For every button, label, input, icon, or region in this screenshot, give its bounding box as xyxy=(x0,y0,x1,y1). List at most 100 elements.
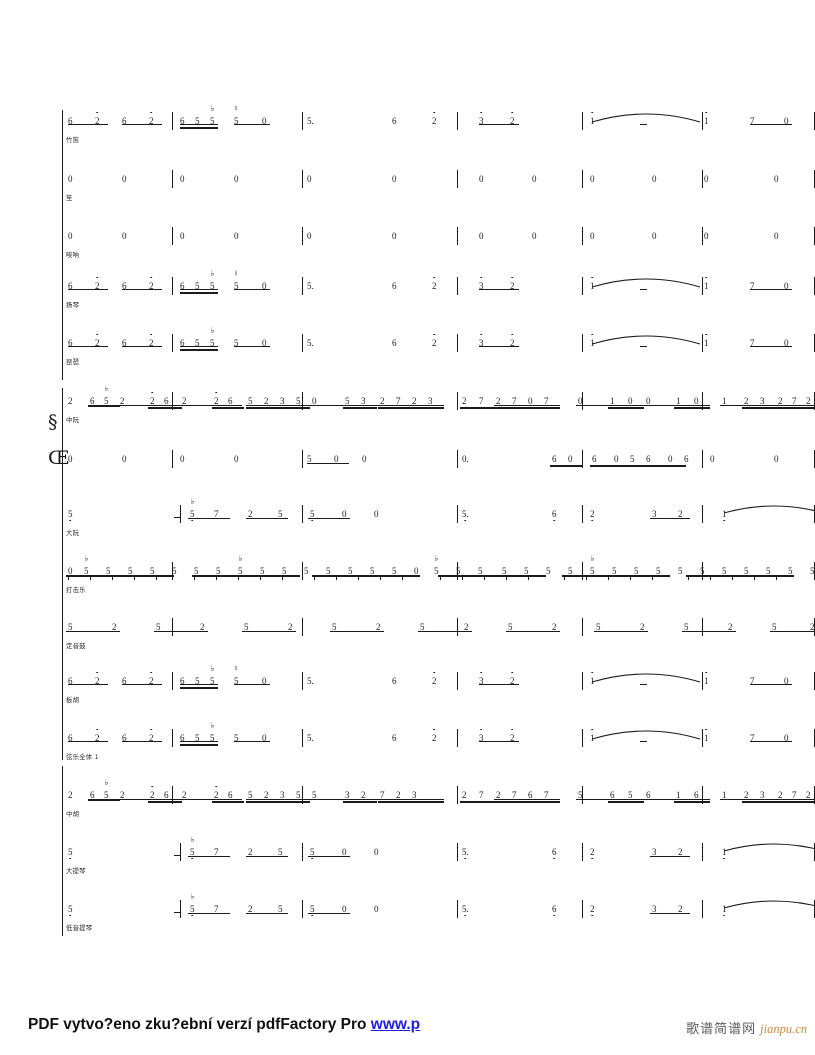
note-5: 5 xyxy=(150,566,155,576)
barline xyxy=(582,505,584,523)
note-0: 0 xyxy=(532,231,537,241)
note-2: 2 xyxy=(464,622,469,632)
note-0: 0 xyxy=(262,338,267,348)
beam-line xyxy=(750,741,792,743)
instrument-label-timpani: 定音鼓 xyxy=(66,642,86,650)
note-3: 3 xyxy=(652,904,657,914)
octave-dot-down xyxy=(553,519,556,522)
beam-line xyxy=(576,405,644,407)
octave-dot-down xyxy=(311,857,314,860)
beam-line xyxy=(750,684,792,686)
hold-dash xyxy=(174,912,181,914)
note-5: 5 xyxy=(210,676,215,686)
beam-line xyxy=(750,346,792,348)
beam-tick xyxy=(260,577,261,580)
barline xyxy=(302,562,304,580)
note-5dot: 5. xyxy=(307,733,314,743)
note-2: 2 xyxy=(590,509,595,522)
note-5: 5 xyxy=(104,790,109,800)
octave-dot-up xyxy=(150,728,153,731)
beam-line xyxy=(343,801,377,804)
note-1: 1 xyxy=(704,111,709,126)
barline xyxy=(702,392,704,410)
beam-tick xyxy=(314,577,315,580)
octave-dot-up xyxy=(96,111,99,114)
octave-dot-up xyxy=(480,276,483,279)
note-6: 6 xyxy=(228,790,233,800)
note-2: 2 xyxy=(248,904,253,914)
note-7: 7 xyxy=(479,790,484,800)
beam-tick xyxy=(90,577,91,580)
note-6: 6 xyxy=(552,509,557,522)
note-6: 6 xyxy=(68,338,73,348)
barline xyxy=(582,786,584,804)
beam-line xyxy=(68,684,108,686)
octave-dot-up xyxy=(150,111,153,114)
note-5: 5 xyxy=(210,733,215,743)
beam-line xyxy=(479,289,519,291)
octave-dot-up xyxy=(96,276,99,279)
note-2: 2 xyxy=(778,790,783,800)
note-6: 6 xyxy=(164,790,169,800)
beam-line xyxy=(506,631,560,633)
barline xyxy=(582,334,584,352)
beam-tick xyxy=(652,577,653,580)
octave-dot-up xyxy=(511,728,514,731)
note-5: 5 xyxy=(578,790,583,800)
watermark-chinese: 歌谱简谱网 xyxy=(686,1022,757,1037)
note-6: 6 xyxy=(122,338,127,348)
note-0: 0 xyxy=(374,509,379,519)
flat-icon: ♭ xyxy=(590,554,595,563)
note-5: 5 xyxy=(456,566,461,576)
barline xyxy=(302,786,304,804)
beam-line xyxy=(650,518,690,520)
note-0dot: 0. xyxy=(462,454,469,464)
note-5: 5 xyxy=(68,904,73,917)
note-2: 2 xyxy=(510,333,515,348)
barline xyxy=(702,843,704,861)
beam-line xyxy=(180,292,218,295)
note-0: 0 xyxy=(710,454,715,464)
flat-icon: ♭ xyxy=(84,554,89,563)
note-6: 6 xyxy=(90,396,95,406)
barline xyxy=(582,392,584,410)
beam-line xyxy=(494,799,560,801)
note-5: 5 xyxy=(502,566,507,576)
note-3: 3 xyxy=(428,396,433,406)
beam-line xyxy=(494,801,560,804)
note-0: 0 xyxy=(392,174,397,184)
barline xyxy=(172,672,174,690)
beam-line xyxy=(310,799,378,801)
barline xyxy=(582,227,584,245)
beam-tick xyxy=(776,577,777,580)
note-5: 5 xyxy=(172,566,177,576)
note-5dot: 5. xyxy=(307,281,314,291)
barline xyxy=(172,334,174,352)
note-6: 6 xyxy=(122,676,127,686)
note-6: 6 xyxy=(68,676,73,686)
octave-dot-down xyxy=(464,914,467,917)
slur-arc xyxy=(591,668,701,684)
beam-line xyxy=(180,349,218,352)
beam-line xyxy=(720,799,780,801)
note-7: 7 xyxy=(792,790,797,800)
note-7: 7 xyxy=(380,790,385,800)
staff-daruan: 5 5 ♭ 7 2 5 5 0 0 5. 6 2 3 2 1 大阮 xyxy=(62,498,815,547)
barline xyxy=(302,505,304,523)
staff-timpani: 5 2 5 2 5 2 5 2 5 2 5 2 5 2 5 2 5 2 定音鼓 xyxy=(62,618,815,660)
barline xyxy=(302,618,304,636)
note-5: 5 xyxy=(420,622,425,632)
note-3: 3 xyxy=(479,728,484,743)
note-5: 5 xyxy=(684,622,689,632)
note-5: 5 xyxy=(278,904,283,914)
barline xyxy=(172,277,174,295)
barline xyxy=(582,562,584,580)
note-7: 7 xyxy=(750,281,755,291)
barline xyxy=(180,843,182,861)
barline xyxy=(302,277,304,295)
octave-dot-up xyxy=(96,728,99,731)
note-5: 5 xyxy=(596,622,601,632)
pdf-footer-link[interactable]: www.p xyxy=(370,1016,421,1033)
beam-tick xyxy=(380,577,381,580)
